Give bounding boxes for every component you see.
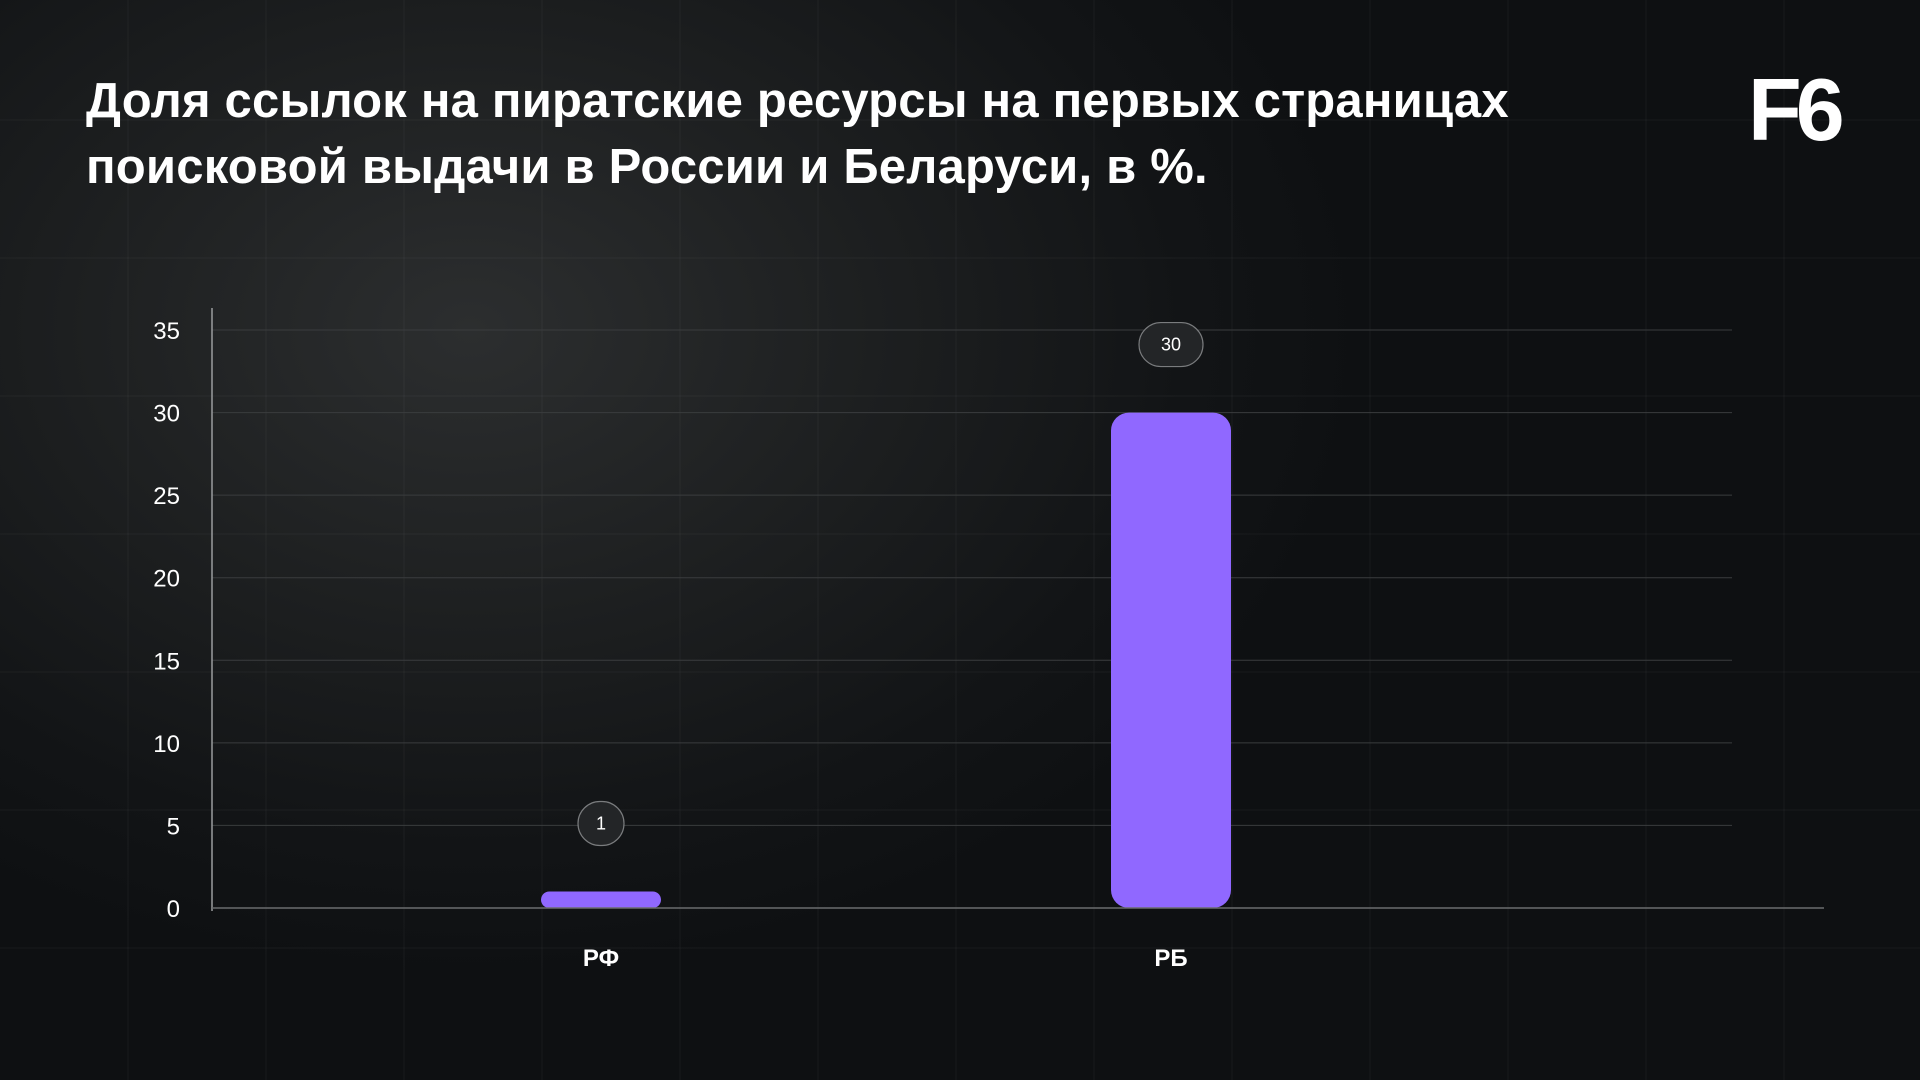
axes [211,308,1824,911]
y-tick-label: 25 [153,483,180,510]
y-tick-label: 15 [153,648,180,675]
chart-title: Доля ссылок на пиратские ресурсы на перв… [86,74,1509,194]
y-tick-label: 5 [167,813,180,840]
gridlines [212,329,1732,826]
data-label: 30 [1161,335,1181,355]
bars [541,412,1231,908]
data-label-badge [1138,321,1204,368]
data-label: 1 [596,813,606,833]
y-tick-label: 10 [153,731,180,758]
x-axis-categories: РФ РБ [583,945,1188,972]
y-tick-label: 0 [167,896,180,923]
f6-logo: F6 [1748,60,1845,159]
y-tick-label: 20 [153,566,180,593]
bar-2 [1111,412,1231,908]
y-axis-ticks: 0 5 10 15 20 25 30 35 [153,318,180,923]
y-tick-label: 30 [153,401,180,428]
category-label: РФ [583,945,619,972]
y-tick-label: 35 [153,318,180,345]
category-label: РБ [1154,945,1187,972]
bar-1 [541,891,661,908]
data-label-badge [577,800,625,847]
data-labels: 1 30 [577,321,1204,847]
